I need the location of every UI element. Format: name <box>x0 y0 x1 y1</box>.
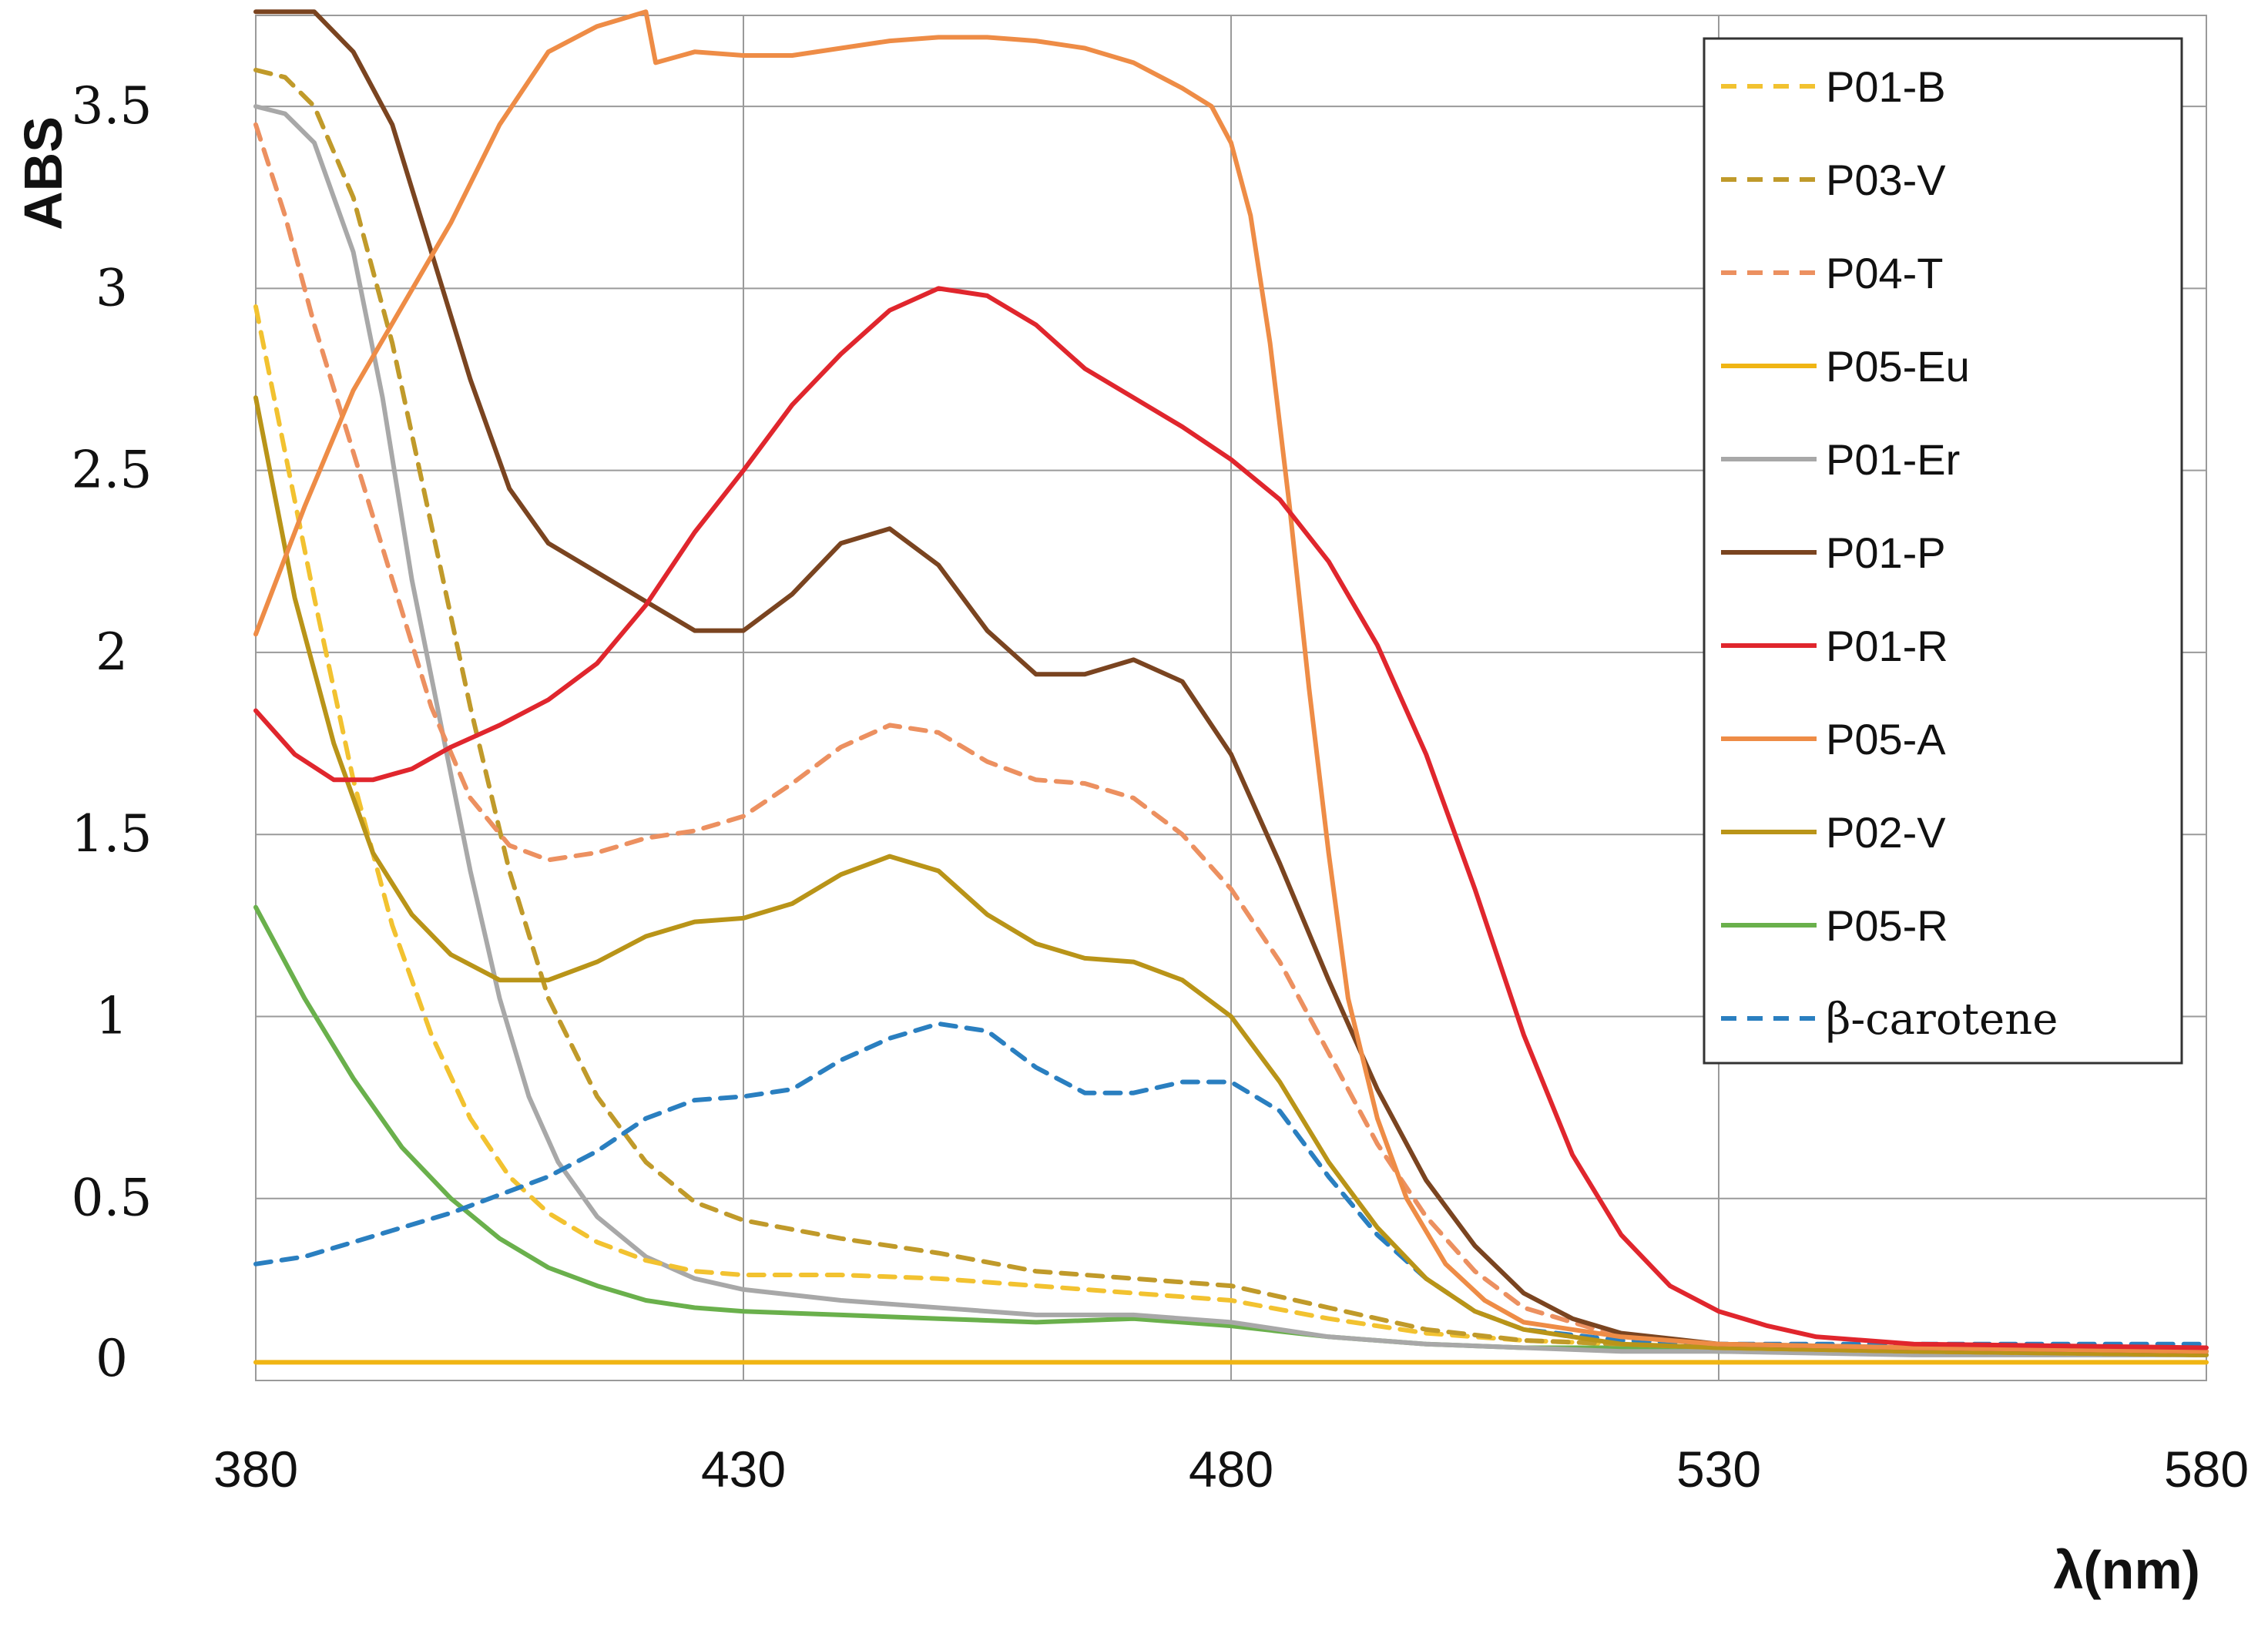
y-tick-label: 3 <box>96 258 128 317</box>
legend: P01-B P03-V P04-T P05-Eu P01-Er P01-P P01-R P05… <box>1703 37 2183 1065</box>
legend-label: β-carotene <box>1826 995 2058 1045</box>
series-line-p01-er <box>253 104 2209 1357</box>
x-axis-ticks: 380 430 480 530 580 <box>213 1441 2249 1498</box>
x-axis-label: λ(nm) <box>2053 1540 2200 1600</box>
y-tick-label: 1.5 <box>72 804 153 864</box>
series-group <box>253 9 2209 1365</box>
series-line-p05-a <box>253 9 2209 1354</box>
legend-label: P01-R <box>1826 622 1948 670</box>
x-tick-label: 430 <box>701 1441 786 1498</box>
x-tick-label: 530 <box>1676 1441 1761 1498</box>
legend-label: P05-R <box>1826 901 1948 950</box>
legend-label: P01-Er <box>1826 435 1960 484</box>
y-tick-label: 0 <box>96 1329 128 1388</box>
y-tick-label: 2.5 <box>72 441 153 500</box>
legend-label: P01-B <box>1826 62 1946 111</box>
y-tick-label: 1 <box>96 986 128 1045</box>
x-tick-label: 580 <box>2164 1441 2249 1498</box>
y-tick-label: 3.5 <box>72 76 153 136</box>
series-line-p01-b <box>253 304 2209 1357</box>
y-tick-label: 2 <box>96 622 128 682</box>
legend-items: P01-B P03-V P04-T P05-Eu P01-Er P01-P P01-R P05… <box>1721 62 2058 1045</box>
x-tick-label: 480 <box>1189 1441 1273 1498</box>
series-line-p02-v <box>253 395 2209 1357</box>
legend-label: P03-V <box>1826 156 1946 204</box>
legend-label: P05-Eu <box>1826 342 1970 391</box>
series-line-p03-v <box>253 67 2209 1357</box>
y-tick-label: 0.5 <box>72 1169 153 1228</box>
y-axis-label: ABS <box>13 116 73 230</box>
y-axis-ticks: 0 0.5 1 1.5 2 2.5 3 3.5 <box>72 76 153 1388</box>
series-line-p01-p <box>253 9 2209 1354</box>
series-line-p01-r <box>253 286 2209 1350</box>
legend-label: P05-A <box>1826 715 1946 763</box>
x-tick-label: 380 <box>213 1441 298 1498</box>
plot-frame <box>255 15 2207 1381</box>
legend-label: P04-T <box>1826 249 1944 297</box>
legend-label: P01-P <box>1826 528 1946 577</box>
legend-label: P02-V <box>1826 808 1946 857</box>
series-line-p04-t <box>253 122 2209 1354</box>
